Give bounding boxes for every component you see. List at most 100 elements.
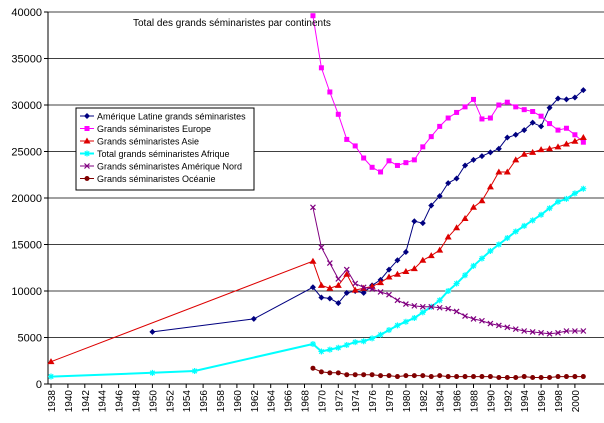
data-point — [538, 123, 545, 130]
x-tick-label: 2000 — [571, 390, 582, 413]
data-point — [529, 217, 536, 224]
data-point — [462, 162, 469, 169]
data-point — [352, 280, 359, 287]
series-2 — [310, 13, 586, 175]
data-point — [310, 365, 316, 371]
data-point — [555, 329, 561, 336]
data-point — [428, 202, 435, 209]
data-point — [48, 373, 54, 380]
data-point — [309, 284, 316, 291]
legend-label: Grands séminaristes Océanie — [97, 174, 216, 184]
data-point — [343, 266, 350, 273]
data-point — [352, 339, 359, 346]
data-point — [579, 134, 587, 141]
data-point — [538, 329, 545, 336]
y-tick-label: 15000 — [11, 240, 42, 252]
y-tick-labels: 0 5000 10000 15000 20000 25000 30000 35000 40000 — [11, 7, 42, 391]
data-point — [496, 374, 502, 380]
data-point — [563, 96, 570, 103]
data-point — [444, 233, 452, 240]
data-point — [563, 328, 570, 334]
data-point — [529, 328, 536, 335]
data-point — [377, 331, 384, 338]
data-point — [326, 346, 333, 353]
data-point — [580, 87, 587, 94]
data-point — [454, 374, 460, 380]
data-point — [334, 281, 342, 288]
data-point — [486, 183, 494, 190]
data-point — [571, 137, 579, 144]
data-point — [327, 89, 333, 95]
data-point — [386, 373, 392, 379]
data-point — [361, 372, 367, 378]
x-tick-label: 1944 — [98, 390, 109, 413]
data-point — [487, 115, 493, 121]
data-point — [563, 374, 569, 380]
data-point — [571, 190, 578, 197]
data-point — [471, 96, 476, 102]
data-point — [326, 284, 334, 291]
data-point — [554, 143, 562, 150]
data-point — [309, 341, 316, 348]
legend: Amérique Latine grands séminaristes Grand… — [75, 107, 255, 191]
data-point — [529, 119, 536, 126]
data-point — [428, 303, 435, 310]
data-point — [487, 374, 493, 380]
data-point — [428, 134, 434, 140]
data-point — [546, 330, 553, 337]
data-point — [521, 374, 527, 380]
x-tick-label: 1996 — [537, 390, 548, 413]
data-point — [546, 145, 554, 152]
x-tick-label: 1938 — [47, 390, 58, 413]
x-tick-label: 1966 — [284, 390, 295, 413]
data-point — [538, 374, 544, 380]
data-point — [377, 279, 385, 286]
data-point — [504, 234, 511, 241]
data-point — [521, 222, 528, 229]
data-point — [411, 157, 417, 163]
y-tick-label: 5000 — [18, 333, 42, 345]
data-point — [572, 132, 578, 138]
data-point — [318, 65, 324, 71]
data-point — [495, 168, 503, 175]
x-tick-label: 1948 — [132, 390, 143, 413]
data-point — [317, 281, 325, 288]
data-point — [378, 169, 384, 175]
x-tick-label: 1964 — [267, 390, 278, 413]
data-point — [335, 370, 341, 376]
x-tick-label: 1976 — [368, 390, 379, 413]
data-point — [461, 214, 469, 221]
data-point — [471, 374, 476, 380]
data-point — [437, 373, 443, 379]
series-line — [312, 15, 584, 173]
data-point — [386, 266, 392, 273]
data-point — [378, 373, 384, 379]
y-tick-label: 0 — [36, 379, 42, 391]
data-point — [436, 297, 443, 304]
data-point — [512, 131, 519, 138]
data-point — [445, 288, 452, 294]
data-point — [478, 255, 485, 262]
data-point — [495, 322, 502, 329]
data-point — [402, 267, 410, 274]
data-point — [47, 358, 55, 365]
x-tick-label: 1988 — [470, 390, 481, 413]
series-line — [50, 187, 584, 378]
data-point — [453, 175, 460, 182]
x-tick-label: 1954 — [182, 390, 193, 413]
x-tick-label: 1970 — [317, 390, 328, 413]
data-point — [402, 248, 409, 255]
data-point — [521, 127, 528, 134]
data-point — [149, 369, 156, 376]
data-point — [462, 104, 468, 110]
data-point — [546, 205, 553, 212]
legend-item: Grands séminaristes Océanie — [80, 174, 216, 184]
data-point — [386, 291, 392, 298]
data-point — [479, 317, 485, 324]
data-point — [343, 270, 351, 277]
data-point — [419, 220, 426, 227]
legend-marker — [84, 163, 90, 169]
y-tick-label: 10000 — [11, 286, 42, 298]
data-point — [504, 99, 510, 105]
data-point — [571, 94, 578, 101]
